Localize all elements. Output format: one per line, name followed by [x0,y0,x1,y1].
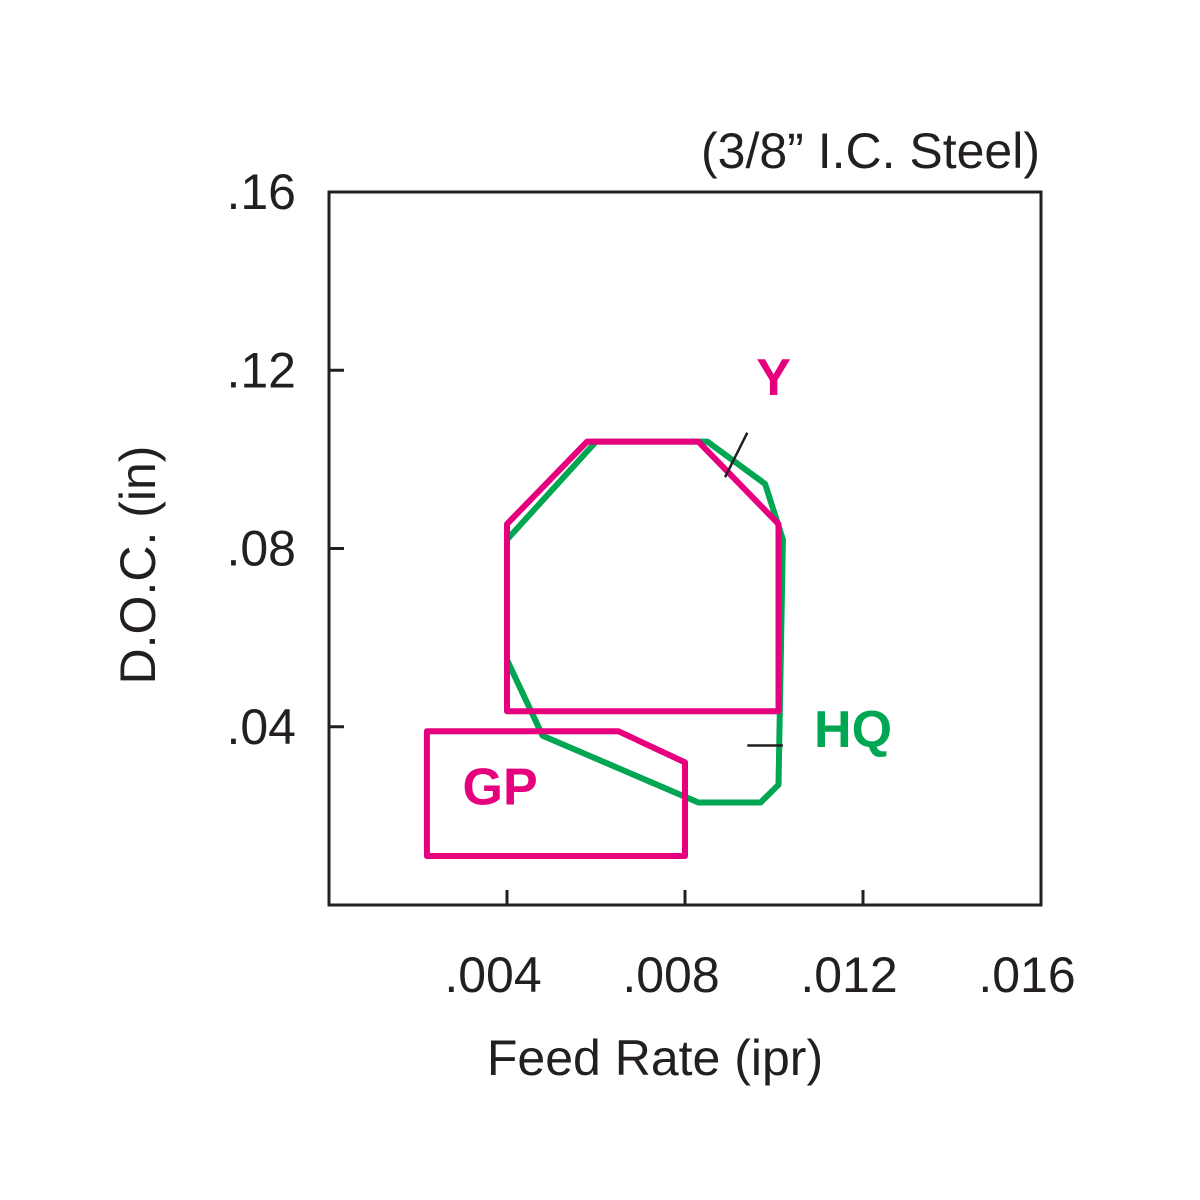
x-tick-label: .008 [622,947,719,1003]
x-tick-label: .012 [800,947,897,1003]
chart-subtitle: (3/8” I.C. Steel) [701,123,1040,179]
y-tick-label: .08 [226,521,296,577]
y-axis-ticks: .04 .08 .12 .16 [226,164,344,755]
region-hq-outline [504,438,786,806]
region-hq-label: HQ [814,701,892,759]
regions: HQ Y GP [423,349,892,859]
x-axis-label: Feed Rate (ipr) [487,1030,823,1086]
x-axis-ticks: .004 .008 .012 .016 [444,890,1076,1003]
region-gp-outline [423,728,688,859]
x-tick-label: .004 [444,947,541,1003]
region-y-outline [504,438,782,715]
y-tick-label: .12 [226,342,296,398]
region-gp-label: GP [463,759,538,817]
y-tick-label: .04 [226,699,296,755]
y-tick-label: .16 [226,164,296,220]
y-axis-label: D.O.C. (in) [110,446,166,685]
region-y-leader [723,432,749,478]
x-tick-label: .016 [978,947,1075,1003]
region-y-label: Y [756,349,791,407]
